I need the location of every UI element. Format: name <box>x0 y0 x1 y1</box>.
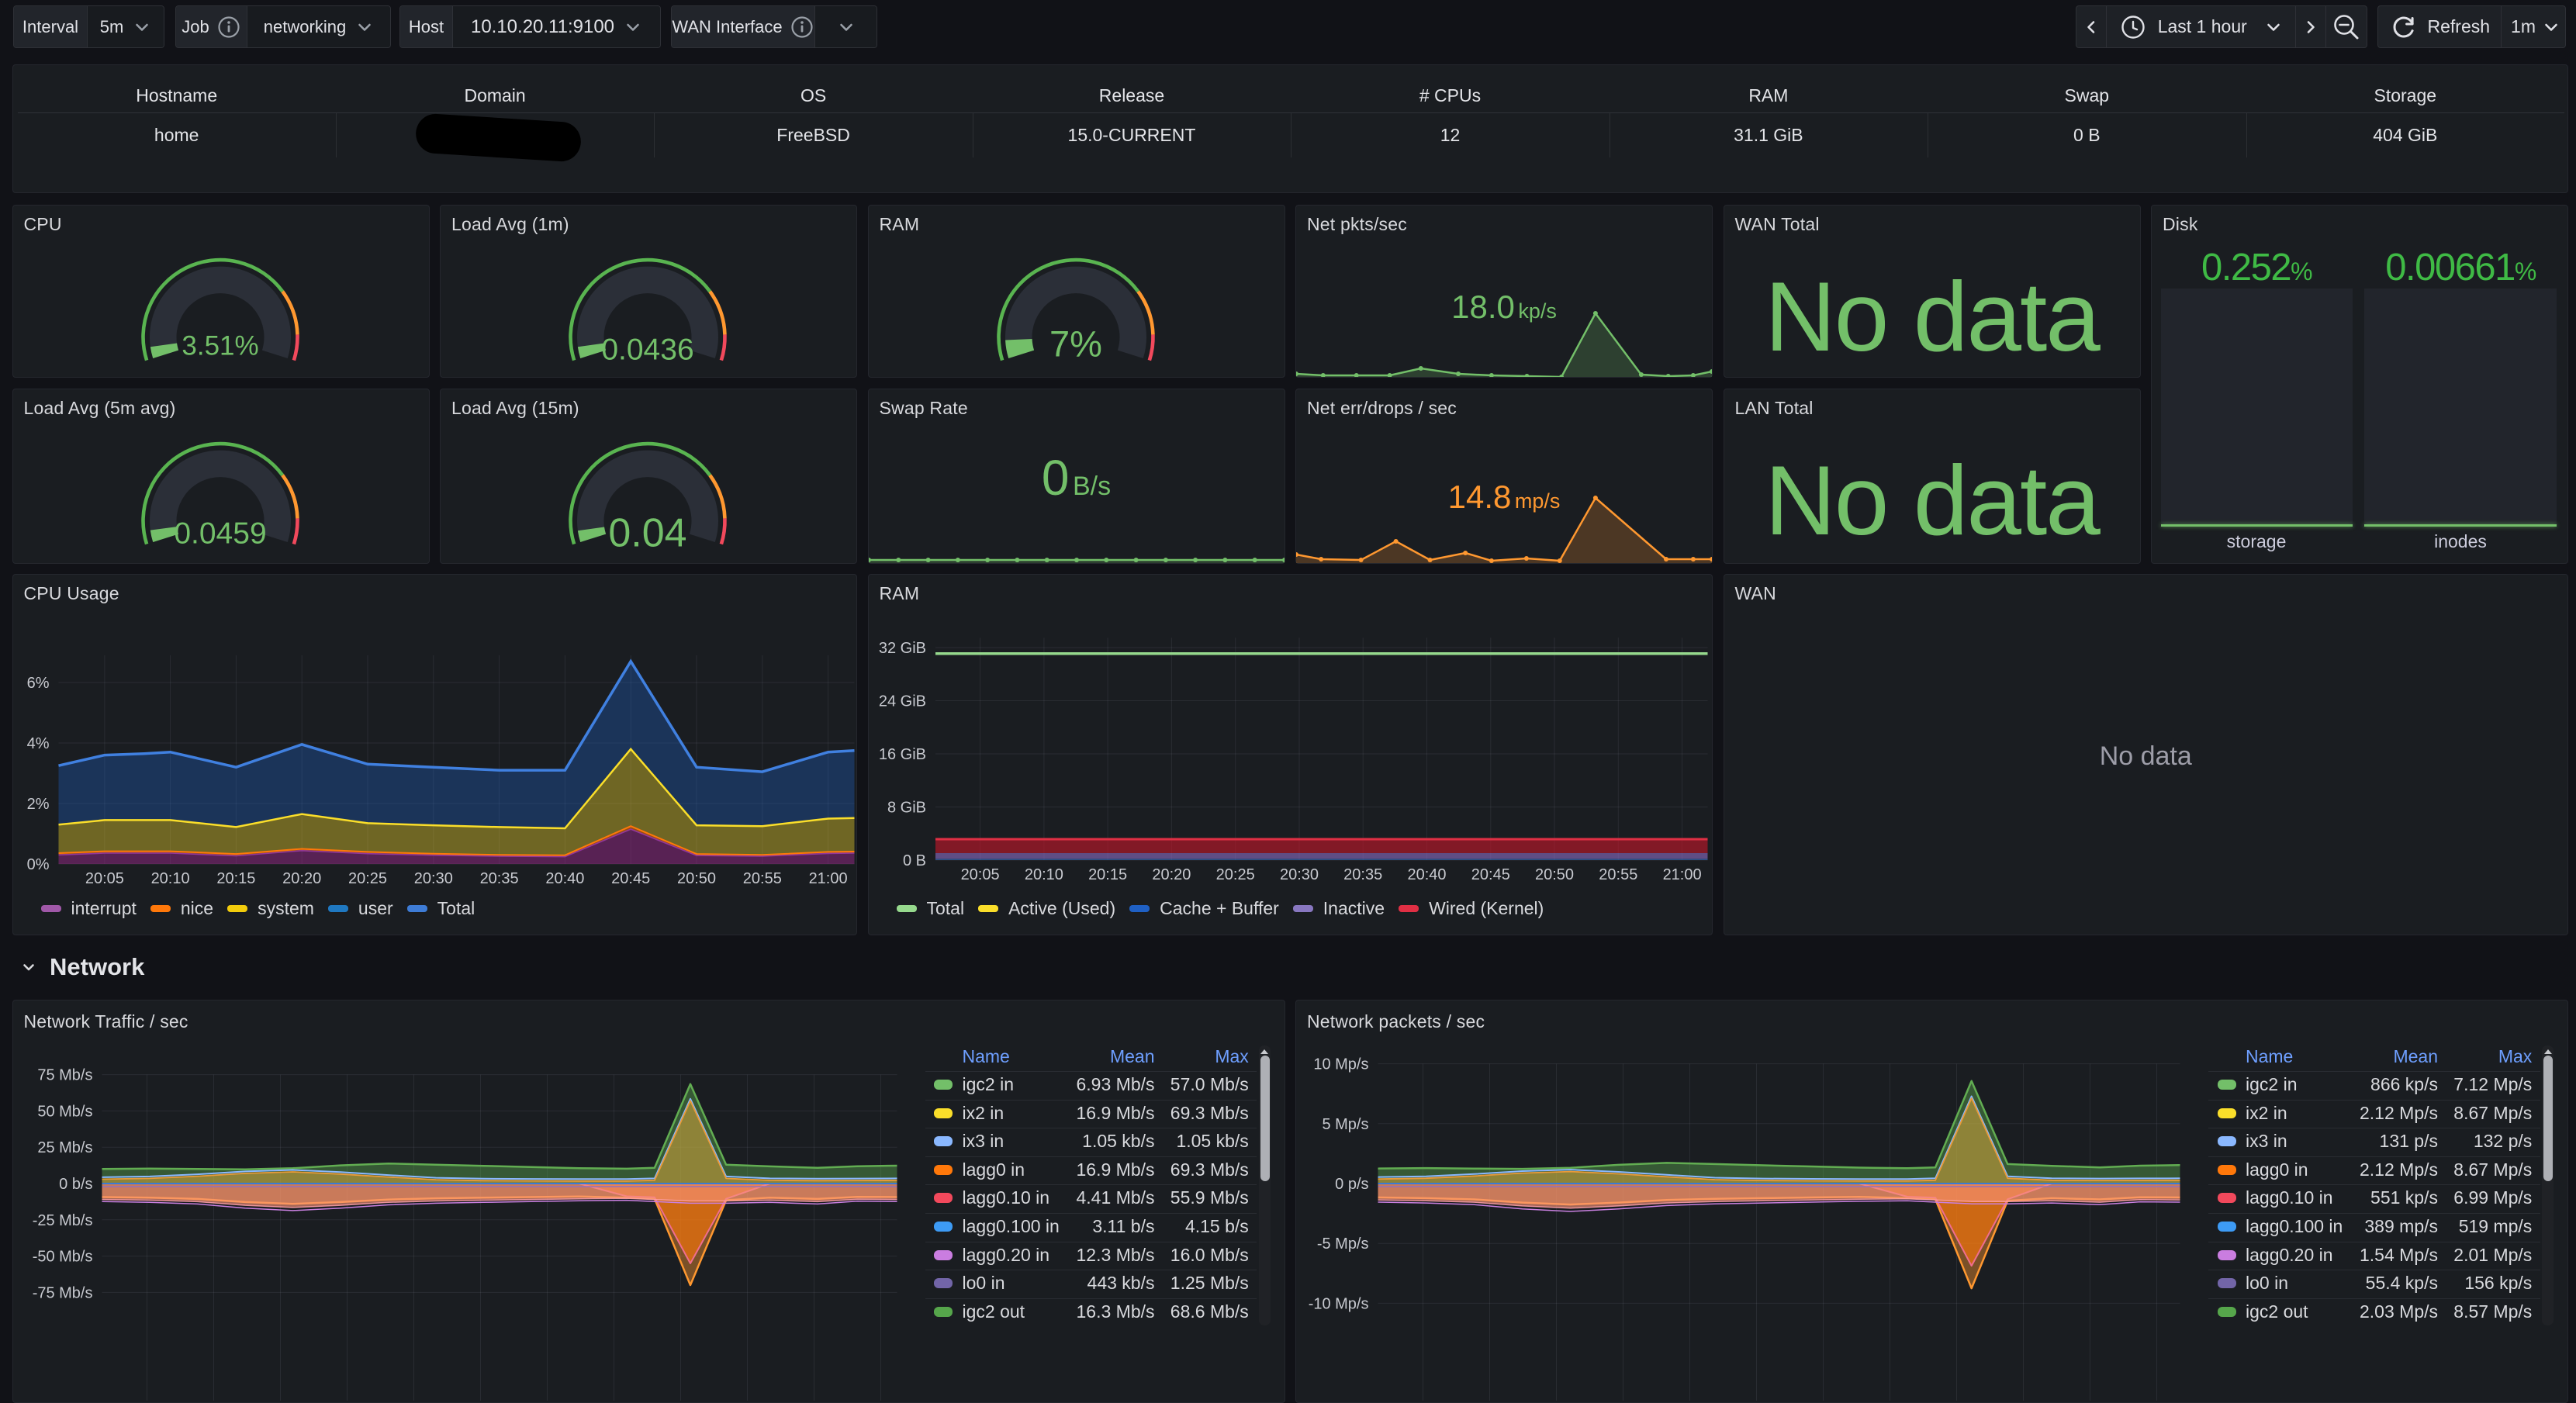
svg-text:6%: 6% <box>26 675 49 692</box>
svg-text:2%: 2% <box>26 796 49 813</box>
svg-text:20:20: 20:20 <box>1152 866 1191 883</box>
svg-text:24 GiB: 24 GiB <box>878 693 925 710</box>
svg-text:20:30: 20:30 <box>413 870 452 887</box>
svg-text:20:15: 20:15 <box>216 870 255 887</box>
svg-text:0 p/s: 0 p/s <box>1335 1176 1368 1193</box>
svg-text:20:55: 20:55 <box>1599 866 1637 883</box>
svg-text:5 Mp/s: 5 Mp/s <box>1322 1116 1368 1133</box>
svg-text:0.0459: 0.0459 <box>174 517 266 551</box>
svg-text:-25 Mb/s: -25 Mb/s <box>32 1212 92 1229</box>
svg-text:-5 Mp/s: -5 Mp/s <box>1317 1235 1369 1253</box>
svg-text:20:55: 20:55 <box>742 870 781 887</box>
svg-text:20:15: 20:15 <box>1088 866 1127 883</box>
svg-text:20:10: 20:10 <box>150 870 189 887</box>
svg-text:20:05: 20:05 <box>85 870 123 887</box>
svg-text:32 GiB: 32 GiB <box>878 640 925 657</box>
svg-text:20:05: 20:05 <box>960 866 999 883</box>
svg-text:20:40: 20:40 <box>1407 866 1446 883</box>
svg-text:0.0436: 0.0436 <box>601 333 693 367</box>
svg-text:16 GiB: 16 GiB <box>878 746 925 763</box>
svg-text:4%: 4% <box>26 735 49 752</box>
svg-text:20:35: 20:35 <box>479 870 518 887</box>
svg-text:20:10: 20:10 <box>1024 866 1063 883</box>
svg-text:20:25: 20:25 <box>348 870 386 887</box>
svg-text:7%: 7% <box>1049 323 1102 365</box>
svg-text:-10 Mp/s: -10 Mp/s <box>1309 1295 1369 1312</box>
svg-text:0 B: 0 B <box>902 852 925 869</box>
svg-text:20:50: 20:50 <box>1534 866 1573 883</box>
svg-text:0%: 0% <box>26 856 49 873</box>
svg-text:21:00: 21:00 <box>808 870 847 887</box>
svg-text:-75 Mb/s: -75 Mb/s <box>32 1284 92 1301</box>
svg-text:20:45: 20:45 <box>611 870 650 887</box>
svg-text:-50 Mb/s: -50 Mb/s <box>32 1249 92 1266</box>
svg-text:20:35: 20:35 <box>1343 866 1382 883</box>
svg-text:0 b/s: 0 b/s <box>59 1176 92 1193</box>
svg-text:20:30: 20:30 <box>1279 866 1318 883</box>
svg-text:20:40: 20:40 <box>545 870 584 887</box>
svg-text:8 GiB: 8 GiB <box>887 800 925 817</box>
svg-text:20:45: 20:45 <box>1471 866 1509 883</box>
svg-text:20:20: 20:20 <box>282 870 321 887</box>
svg-text:10 Mp/s: 10 Mp/s <box>1313 1056 1368 1073</box>
svg-text:20:50: 20:50 <box>676 870 715 887</box>
svg-text:75 Mb/s: 75 Mb/s <box>37 1067 92 1084</box>
svg-text:25 Mb/s: 25 Mb/s <box>37 1139 92 1156</box>
svg-text:0.04: 0.04 <box>608 511 686 556</box>
svg-text:20:25: 20:25 <box>1215 866 1254 883</box>
svg-text:21:00: 21:00 <box>1662 866 1701 883</box>
svg-text:50 Mb/s: 50 Mb/s <box>37 1103 92 1120</box>
svg-text:3.51%: 3.51% <box>182 331 258 361</box>
